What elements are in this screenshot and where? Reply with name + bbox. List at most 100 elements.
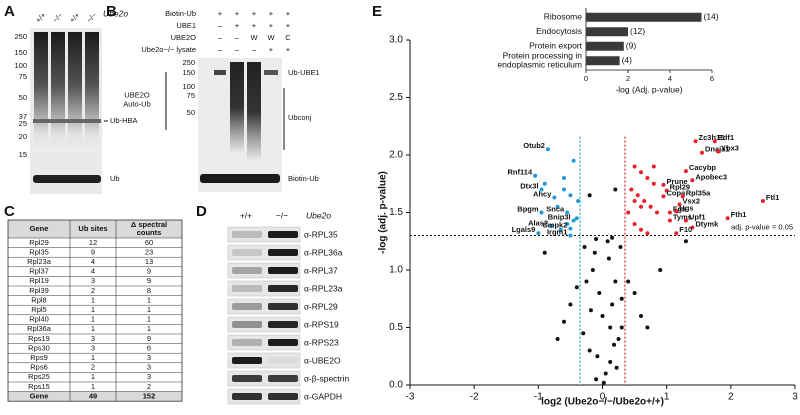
condition-mark: + bbox=[269, 9, 274, 18]
antibody-label: α-GAPDH bbox=[304, 391, 342, 401]
table-cell: 4 bbox=[91, 257, 95, 266]
band-label: Ub-HBA bbox=[110, 116, 138, 125]
blot-band bbox=[232, 267, 262, 274]
category-label: Endocytosis bbox=[536, 26, 582, 36]
data-point bbox=[545, 147, 550, 152]
table-cell: Rpl8 bbox=[31, 295, 46, 304]
data-point bbox=[639, 314, 643, 318]
x-tick-label: 0 bbox=[600, 392, 606, 403]
table-cell: 3 bbox=[91, 276, 95, 285]
data-point bbox=[648, 204, 653, 209]
x-tick-label: 0 bbox=[584, 74, 588, 83]
blot-strip bbox=[227, 316, 301, 333]
gene-label: Copa bbox=[666, 188, 686, 197]
condition-label: UBE1 bbox=[176, 21, 196, 30]
data-point bbox=[651, 181, 656, 186]
band-label: Ub-UBE1 bbox=[288, 68, 320, 77]
blot-band bbox=[232, 357, 262, 364]
data-point bbox=[588, 308, 593, 313]
lane-label: −/− bbox=[51, 10, 65, 24]
data-point bbox=[661, 194, 666, 199]
table-header: Δ spectral counts bbox=[131, 220, 167, 237]
blot-band bbox=[232, 249, 262, 256]
blot-band bbox=[268, 375, 298, 382]
table-cell: 9 bbox=[91, 247, 95, 256]
data-point bbox=[587, 348, 592, 353]
table-cell: 13 bbox=[145, 257, 153, 266]
gene-label: Rpl35a bbox=[686, 188, 711, 197]
data-point bbox=[619, 296, 624, 301]
blot-band bbox=[232, 393, 262, 400]
data-point bbox=[533, 173, 538, 178]
table-cell: Rpl36a bbox=[27, 324, 52, 333]
panel-letter: B bbox=[106, 3, 117, 20]
mw-marker: 100 bbox=[14, 61, 27, 70]
gene-label: Upf1 bbox=[689, 213, 706, 222]
data-point bbox=[645, 176, 650, 180]
data-point bbox=[568, 226, 573, 231]
table-cell: 9 bbox=[147, 267, 151, 276]
table-footer: 49 bbox=[89, 391, 97, 400]
table-cell: Rps15 bbox=[28, 382, 50, 391]
data-point bbox=[613, 279, 618, 284]
lane-label: +/+ bbox=[34, 10, 48, 24]
data-point bbox=[683, 239, 688, 244]
gene-label: Ybx3 bbox=[721, 144, 739, 153]
mw-marker: 75 bbox=[187, 91, 195, 100]
blot-band bbox=[214, 70, 226, 75]
gene-label: Rnf114 bbox=[508, 168, 533, 177]
table-cell: 60 bbox=[145, 238, 153, 247]
data-point bbox=[683, 169, 688, 174]
table-cell: 1 bbox=[91, 372, 95, 381]
data-point bbox=[626, 210, 631, 215]
x-tick-label: 1 bbox=[664, 392, 670, 403]
table-header: Ub sites bbox=[78, 224, 107, 233]
table-footer: 152 bbox=[143, 391, 156, 400]
table-cell: 1 bbox=[91, 382, 95, 391]
data-point bbox=[699, 150, 704, 155]
data-point bbox=[549, 224, 554, 229]
data-point bbox=[574, 216, 579, 221]
antibody-label: α-RPL29 bbox=[304, 301, 338, 311]
data-point bbox=[616, 337, 621, 341]
category-label: Ribosome bbox=[544, 12, 583, 22]
category-label: Protein processing in endoplasmic reticul… bbox=[497, 51, 582, 70]
y-tick-label: 2.5 bbox=[389, 92, 403, 103]
blot-band bbox=[268, 285, 298, 292]
data-point bbox=[605, 239, 610, 244]
data-point bbox=[639, 227, 643, 232]
gene-label: Alas2 bbox=[528, 218, 548, 227]
x-tick-label: 3 bbox=[792, 392, 798, 403]
data-point bbox=[674, 231, 679, 236]
blot-band bbox=[200, 174, 280, 183]
table-cell: 1 bbox=[91, 315, 95, 324]
blot-band bbox=[268, 393, 298, 400]
x-tick-label: -1 bbox=[534, 392, 543, 403]
data-point bbox=[558, 227, 563, 232]
blot-band bbox=[33, 175, 101, 183]
y-tick-label: 1.0 bbox=[389, 265, 403, 276]
data-point bbox=[595, 354, 600, 359]
band-label: Biotin-Ub bbox=[288, 174, 319, 183]
antibody-label: α-RPS19 bbox=[304, 319, 339, 329]
table-footer: Gene bbox=[30, 391, 49, 400]
data-point bbox=[542, 250, 547, 255]
condition-mark: + bbox=[286, 21, 291, 30]
table-cell: 6 bbox=[147, 343, 151, 352]
x-tick-label: 2 bbox=[626, 74, 630, 83]
condition-mark: + bbox=[235, 9, 240, 18]
x-tick-label: 6 bbox=[710, 74, 714, 83]
antibody-label: α-RPS23 bbox=[304, 337, 339, 347]
data-point bbox=[612, 342, 617, 347]
data-point bbox=[536, 231, 541, 236]
data-point bbox=[608, 360, 613, 364]
data-point bbox=[632, 164, 637, 169]
condition-mark: C bbox=[285, 33, 291, 42]
data-point bbox=[601, 380, 606, 385]
band-label: Ub bbox=[110, 174, 120, 183]
blot-band bbox=[264, 70, 278, 75]
table-header-bg bbox=[8, 220, 182, 238]
data-point bbox=[571, 218, 576, 223]
data-point bbox=[606, 256, 611, 261]
